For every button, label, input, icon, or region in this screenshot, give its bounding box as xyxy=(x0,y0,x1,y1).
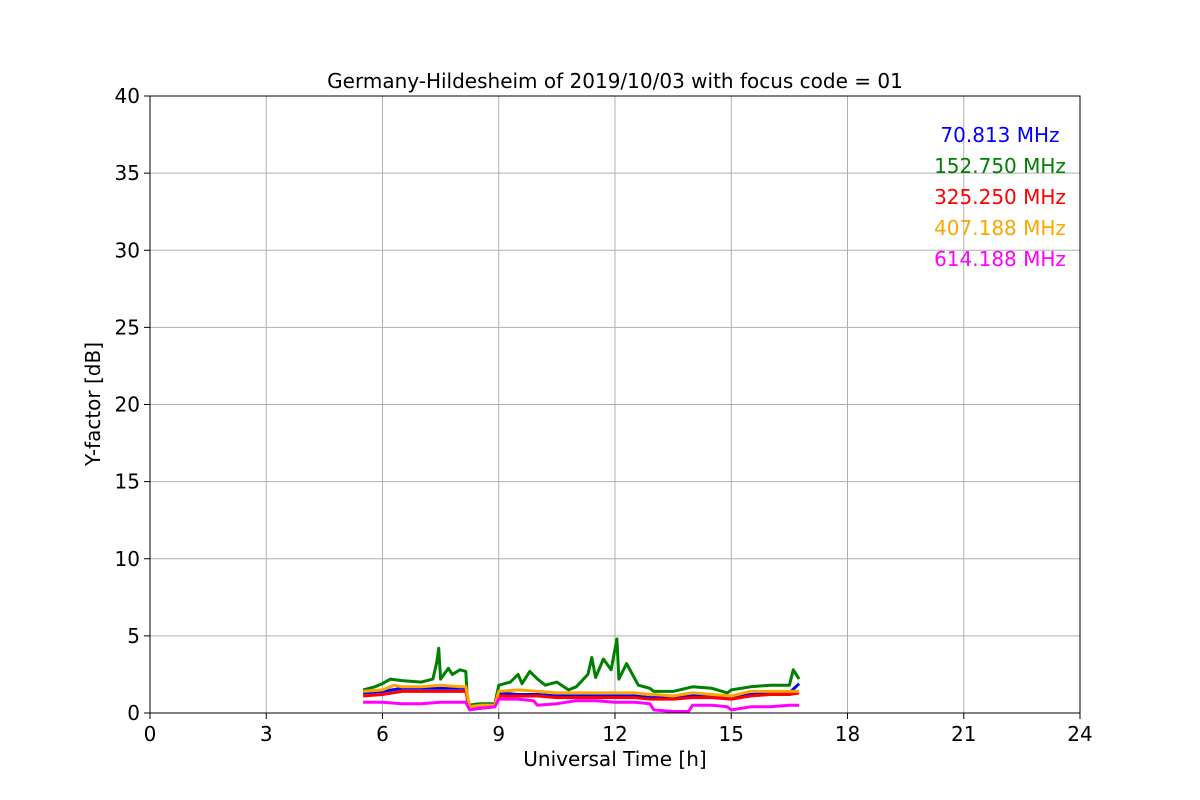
y-tick-label: 15 xyxy=(115,470,140,494)
series-line-4 xyxy=(363,697,800,713)
legend-entry: 407.188 MHz xyxy=(934,216,1066,240)
x-tick-label: 18 xyxy=(835,722,860,746)
x-tick-label: 21 xyxy=(951,722,976,746)
series-layer xyxy=(362,637,801,713)
y-tick-label: 25 xyxy=(115,315,140,339)
y-axis: 0 5 10 15 20 25 30 35 40 xyxy=(115,84,150,725)
y-tick-label: 20 xyxy=(115,393,140,417)
x-tick-label: 15 xyxy=(719,722,744,746)
series-line-2 xyxy=(362,689,800,710)
x-tick-label: 24 xyxy=(1067,722,1092,746)
y-tick-label: 0 xyxy=(127,701,140,725)
x-tick-label: 6 xyxy=(376,722,389,746)
series-line-1 xyxy=(362,637,801,707)
x-tick-label: 0 xyxy=(144,722,157,746)
y-tick-label: 5 xyxy=(127,624,140,648)
legend-entry: 614.188 MHz xyxy=(934,247,1066,271)
x-tick-label: 12 xyxy=(602,722,627,746)
y-tick-label: 40 xyxy=(115,84,140,108)
y-tick-label: 35 xyxy=(115,161,140,185)
x-axis: 0 3 6 9 12 15 18 21 24 xyxy=(144,713,1093,746)
y-axis-label: Y-factor [dB] xyxy=(81,342,105,467)
series-line-3 xyxy=(362,683,800,709)
legend-entry: 152.750 MHz xyxy=(934,154,1066,178)
chart-title: Germany-Hildesheim of 2019/10/03 with fo… xyxy=(327,69,903,93)
x-tick-label: 3 xyxy=(260,722,273,746)
legend-entry: 325.250 MHz xyxy=(934,185,1066,209)
y-tick-label: 30 xyxy=(115,238,140,262)
y-tick-label: 10 xyxy=(115,547,140,571)
x-axis-label: Universal Time [h] xyxy=(523,747,706,771)
series-line-0 xyxy=(362,682,801,710)
x-tick-label: 9 xyxy=(492,722,505,746)
legend-entry: 70.813 MHz xyxy=(940,123,1059,147)
legend: 70.813 MHz 152.750 MHz 325.250 MHz 407.188 … xyxy=(934,123,1066,271)
